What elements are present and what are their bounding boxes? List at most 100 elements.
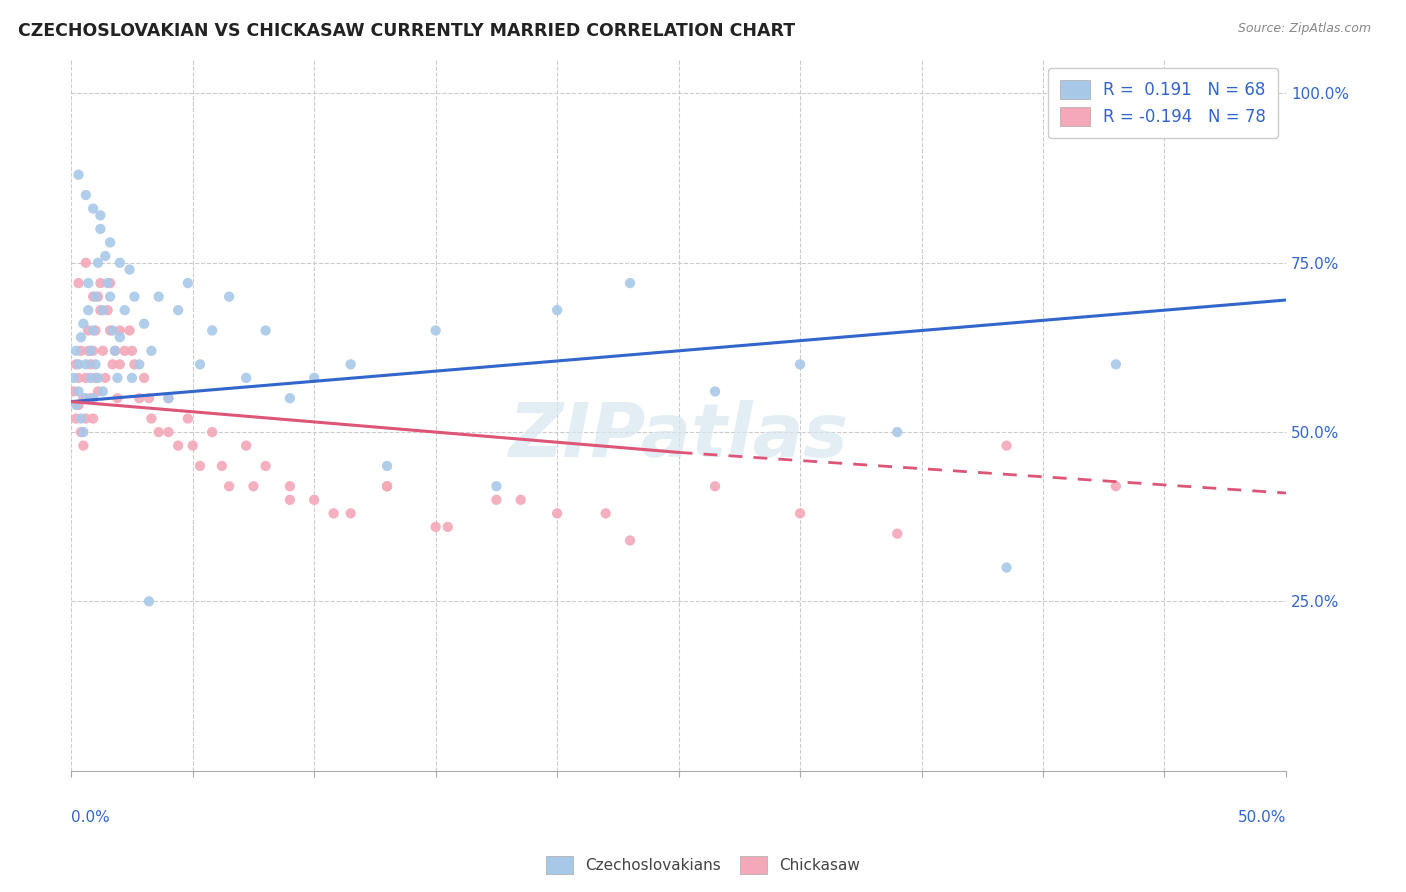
Point bbox=[75, 256, 97, 270]
Point bbox=[87, 256, 110, 270]
Point bbox=[157, 425, 180, 439]
Point bbox=[70, 411, 93, 425]
Point bbox=[375, 458, 398, 473]
Point bbox=[157, 391, 180, 405]
Point bbox=[98, 235, 121, 250]
Point bbox=[167, 439, 190, 453]
Point bbox=[97, 303, 120, 318]
Point bbox=[91, 384, 114, 399]
Point bbox=[70, 330, 93, 344]
Point bbox=[82, 411, 104, 425]
Point bbox=[995, 560, 1018, 574]
Point bbox=[65, 398, 87, 412]
Text: Source: ZipAtlas.com: Source: ZipAtlas.com bbox=[1237, 22, 1371, 36]
Point bbox=[278, 391, 301, 405]
Point bbox=[138, 391, 160, 405]
Point bbox=[84, 324, 107, 338]
Point bbox=[77, 324, 100, 338]
Point bbox=[302, 371, 325, 385]
Point bbox=[77, 276, 100, 290]
Point bbox=[436, 520, 458, 534]
Point bbox=[886, 425, 908, 439]
Point bbox=[82, 391, 104, 405]
Point bbox=[98, 276, 121, 290]
Point bbox=[67, 371, 90, 385]
Point bbox=[886, 526, 908, 541]
Point bbox=[114, 303, 136, 318]
Point bbox=[1226, 87, 1249, 101]
Point bbox=[75, 411, 97, 425]
Text: 50.0%: 50.0% bbox=[1237, 810, 1286, 825]
Point bbox=[82, 343, 104, 358]
Point bbox=[201, 425, 224, 439]
Point bbox=[108, 324, 131, 338]
Point bbox=[485, 479, 508, 493]
Point bbox=[375, 479, 398, 493]
Point bbox=[177, 411, 200, 425]
Text: 0.0%: 0.0% bbox=[72, 810, 110, 825]
Point bbox=[242, 479, 264, 493]
Point bbox=[101, 357, 124, 371]
Point bbox=[84, 290, 107, 304]
Point bbox=[789, 507, 811, 521]
Point bbox=[201, 324, 224, 338]
Point bbox=[188, 458, 211, 473]
Point bbox=[211, 458, 233, 473]
Point bbox=[118, 324, 141, 338]
Point bbox=[79, 343, 101, 358]
Point bbox=[67, 276, 90, 290]
Point bbox=[339, 357, 361, 371]
Point bbox=[181, 439, 204, 453]
Point bbox=[79, 371, 101, 385]
Point bbox=[62, 384, 84, 399]
Point bbox=[339, 507, 361, 521]
Point bbox=[104, 343, 127, 358]
Point bbox=[75, 357, 97, 371]
Text: CZECHOSLOVAKIAN VS CHICKASAW CURRENTLY MARRIED CORRELATION CHART: CZECHOSLOVAKIAN VS CHICKASAW CURRENTLY M… bbox=[18, 22, 796, 40]
Point bbox=[121, 343, 143, 358]
Point bbox=[425, 324, 447, 338]
Point bbox=[128, 391, 150, 405]
Point bbox=[148, 425, 170, 439]
Point bbox=[619, 276, 641, 290]
Point bbox=[1105, 479, 1128, 493]
Point bbox=[141, 343, 163, 358]
Point bbox=[94, 249, 117, 263]
Point bbox=[141, 411, 163, 425]
Point bbox=[121, 371, 143, 385]
Point bbox=[75, 391, 97, 405]
Text: ZIPatlas: ZIPatlas bbox=[509, 400, 849, 473]
Point bbox=[82, 202, 104, 216]
Point bbox=[104, 343, 127, 358]
Point bbox=[89, 208, 111, 222]
Point bbox=[98, 324, 121, 338]
Point bbox=[1105, 357, 1128, 371]
Point bbox=[72, 425, 94, 439]
Point bbox=[82, 324, 104, 338]
Point bbox=[302, 492, 325, 507]
Point bbox=[148, 290, 170, 304]
Point bbox=[98, 290, 121, 304]
Point bbox=[72, 439, 94, 453]
Point bbox=[595, 507, 617, 521]
Point bbox=[91, 303, 114, 318]
Point bbox=[65, 357, 87, 371]
Point bbox=[546, 507, 568, 521]
Point bbox=[278, 492, 301, 507]
Point bbox=[84, 357, 107, 371]
Point bbox=[128, 357, 150, 371]
Point bbox=[254, 324, 277, 338]
Point bbox=[70, 425, 93, 439]
Point bbox=[87, 384, 110, 399]
Point bbox=[105, 391, 128, 405]
Point bbox=[97, 276, 120, 290]
Point bbox=[67, 168, 90, 182]
Point bbox=[167, 303, 190, 318]
Point bbox=[134, 371, 156, 385]
Point bbox=[79, 391, 101, 405]
Point bbox=[114, 343, 136, 358]
Point bbox=[84, 371, 107, 385]
Legend: Czechoslovakians, Chickasaw: Czechoslovakians, Chickasaw bbox=[540, 850, 866, 880]
Point bbox=[67, 398, 90, 412]
Point bbox=[87, 290, 110, 304]
